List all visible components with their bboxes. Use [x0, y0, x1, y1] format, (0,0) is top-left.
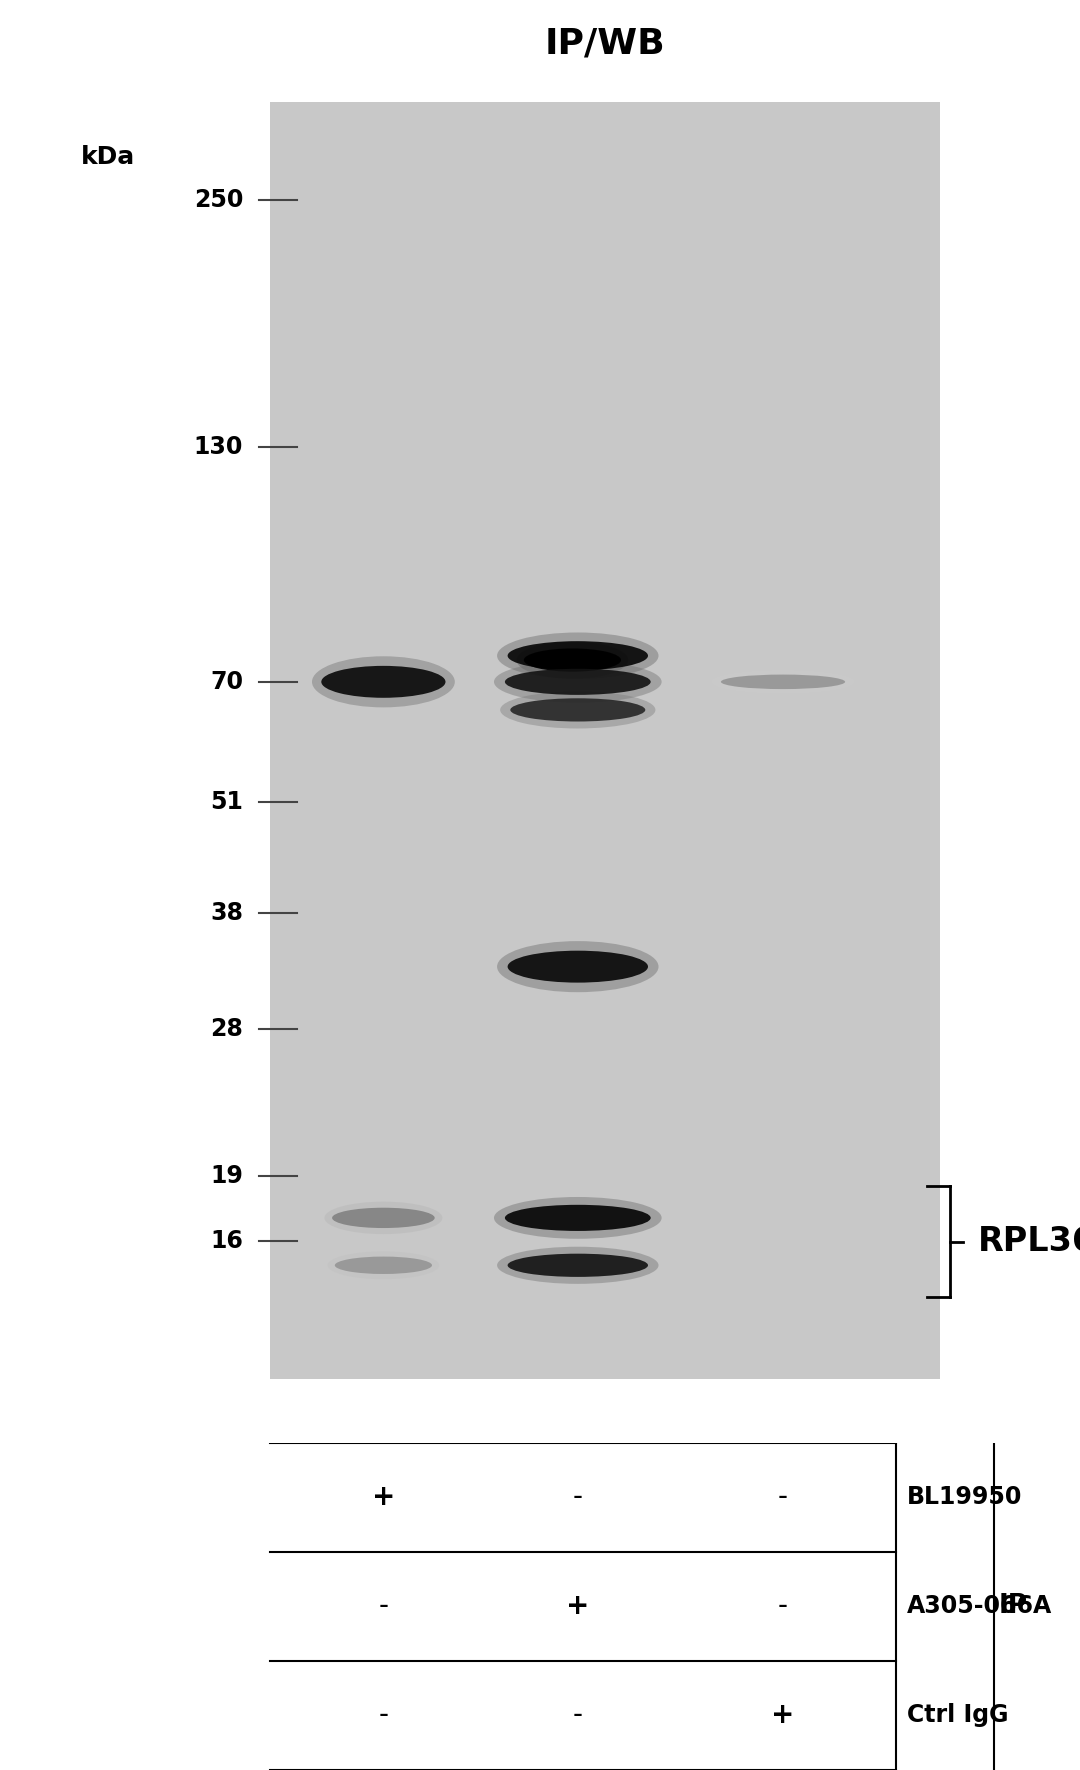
Text: IP: IP [999, 1593, 1028, 1620]
Ellipse shape [721, 674, 846, 689]
Text: 19: 19 [211, 1163, 243, 1188]
Text: 28: 28 [211, 1018, 243, 1041]
Ellipse shape [505, 669, 650, 696]
Ellipse shape [524, 648, 621, 671]
Text: kDa: kDa [81, 145, 135, 168]
Text: 38: 38 [210, 901, 243, 926]
Ellipse shape [333, 1207, 434, 1228]
Text: 51: 51 [211, 789, 243, 814]
Text: -: - [572, 1483, 583, 1512]
Ellipse shape [497, 942, 659, 993]
Text: -: - [572, 1701, 583, 1729]
Text: 70: 70 [210, 669, 243, 694]
Text: 130: 130 [193, 435, 243, 460]
Ellipse shape [712, 671, 854, 694]
Ellipse shape [497, 1246, 659, 1283]
Text: A305-066A: A305-066A [907, 1595, 1052, 1618]
Text: -: - [778, 1483, 788, 1512]
Text: -: - [778, 1593, 788, 1620]
Ellipse shape [500, 692, 656, 729]
Ellipse shape [516, 641, 629, 678]
Ellipse shape [508, 950, 648, 982]
Text: +: + [372, 1483, 395, 1512]
Ellipse shape [497, 632, 659, 680]
Ellipse shape [322, 666, 446, 697]
Text: -: - [378, 1593, 389, 1620]
Ellipse shape [508, 1253, 648, 1276]
Ellipse shape [335, 1257, 432, 1274]
Text: 250: 250 [193, 188, 243, 212]
Text: IP/WB: IP/WB [544, 27, 665, 60]
Ellipse shape [508, 641, 648, 671]
Text: Ctrl IgG: Ctrl IgG [907, 1703, 1009, 1728]
Text: 16: 16 [211, 1228, 243, 1253]
Text: -: - [378, 1701, 389, 1729]
Text: BL19950: BL19950 [907, 1485, 1023, 1510]
Ellipse shape [312, 657, 455, 708]
Text: RPL36: RPL36 [977, 1225, 1080, 1258]
Ellipse shape [324, 1202, 443, 1234]
Text: +: + [771, 1701, 795, 1729]
Ellipse shape [327, 1251, 440, 1280]
Ellipse shape [494, 660, 662, 703]
FancyBboxPatch shape [270, 101, 940, 1379]
Ellipse shape [494, 1197, 662, 1239]
Text: +: + [566, 1593, 590, 1620]
Ellipse shape [511, 699, 646, 722]
Ellipse shape [505, 1205, 650, 1230]
